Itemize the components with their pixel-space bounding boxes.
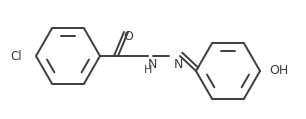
- Text: N: N: [147, 57, 157, 70]
- Text: OH: OH: [269, 64, 288, 77]
- Text: N: N: [173, 57, 183, 70]
- Text: O: O: [123, 30, 133, 43]
- Text: Cl: Cl: [10, 50, 22, 62]
- Text: H: H: [144, 65, 152, 75]
